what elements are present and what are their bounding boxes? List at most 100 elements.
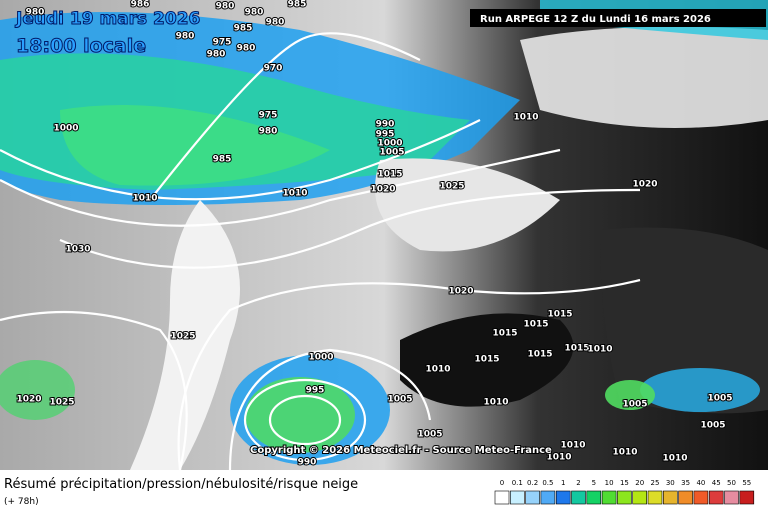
isobar-label: 975 bbox=[259, 111, 278, 121]
legend-swatch bbox=[739, 490, 755, 505]
isobar-label: 1005 bbox=[700, 421, 725, 431]
isobar-label: 995 bbox=[376, 130, 395, 140]
legend-label: 1 bbox=[561, 479, 565, 487]
isobar-label: 1005 bbox=[622, 400, 647, 410]
legend-label: 5 bbox=[592, 479, 596, 487]
legend-swatch bbox=[494, 490, 510, 505]
time-label: 18:00 locale bbox=[16, 35, 146, 57]
isobar-label: 980 bbox=[245, 8, 264, 18]
legend-swatch bbox=[724, 490, 739, 505]
isobar-label: 1010 bbox=[282, 189, 307, 199]
isobar-label: 1030 bbox=[65, 245, 90, 255]
legend-label: 20 bbox=[635, 479, 644, 487]
isobar-label: 985 bbox=[288, 0, 307, 10]
isobars bbox=[0, 32, 641, 471]
legend-label: 50 bbox=[727, 479, 736, 487]
isobar-label: 1015 bbox=[547, 310, 572, 320]
isobar-label: 1015 bbox=[564, 344, 589, 354]
isobar-label: 1015 bbox=[474, 355, 499, 365]
isobar-label: 990 bbox=[376, 120, 395, 130]
legend-swatch bbox=[525, 490, 540, 505]
run-label: Run ARPEGE 12 Z du Lundi 16 mars 2026 bbox=[480, 14, 711, 25]
legend-swatch bbox=[617, 490, 632, 505]
isobar-label: 980 bbox=[216, 2, 235, 12]
isobar-label: 1005 bbox=[707, 394, 732, 404]
legend-label: 40 bbox=[696, 479, 705, 487]
isobar-label: 1000 bbox=[377, 139, 402, 149]
legend-label: 45 bbox=[712, 479, 721, 487]
legend-label: 0.5 bbox=[542, 479, 553, 487]
isobar-label: 1015 bbox=[377, 170, 402, 180]
isobar-label: 1010 bbox=[132, 194, 157, 204]
isobar-label: 1010 bbox=[483, 398, 508, 408]
isobar-label: 980 bbox=[207, 50, 226, 60]
copyright: Copyright © 2026 Meteociel.fr - Source M… bbox=[250, 445, 552, 456]
isobar-label: 1010 bbox=[587, 345, 612, 355]
legend-label: 55 bbox=[742, 479, 751, 487]
isobar-label: 1010 bbox=[425, 365, 450, 375]
legend-label: 35 bbox=[681, 479, 690, 487]
isobar-label: 1020 bbox=[632, 180, 657, 190]
isobar-label: 1010 bbox=[546, 453, 571, 463]
legend-label: 10 bbox=[605, 479, 614, 487]
isobar-label: 986 bbox=[131, 0, 150, 10]
isobar-label: 1015 bbox=[492, 329, 517, 339]
legend-swatch bbox=[555, 490, 571, 505]
isobar-label: 980 bbox=[237, 44, 256, 54]
legend-label: 0 bbox=[500, 479, 504, 487]
isobar-label: 1025 bbox=[49, 398, 74, 408]
legend-swatch bbox=[601, 490, 617, 505]
legend-swatch bbox=[586, 490, 602, 505]
isobar-label: 1010 bbox=[612, 448, 637, 458]
isobar-label: 980 bbox=[266, 18, 285, 28]
isobar-label: 1015 bbox=[523, 320, 548, 330]
isobar-label: 1010 bbox=[662, 454, 687, 464]
isobar-label: 1005 bbox=[417, 430, 442, 440]
legend-swatch bbox=[662, 490, 678, 505]
isobar-label: 975 bbox=[213, 38, 232, 48]
isobar-label: 1015 bbox=[527, 350, 552, 360]
isobar-label: 985 bbox=[234, 24, 253, 34]
legend-swatch bbox=[632, 490, 648, 505]
isobar-label: 1020 bbox=[448, 287, 473, 297]
legend-swatch bbox=[647, 490, 663, 505]
legend-swatch bbox=[678, 490, 693, 505]
isobar-label: 1025 bbox=[170, 332, 195, 342]
run-box bbox=[470, 9, 766, 27]
legend-swatch bbox=[693, 490, 709, 505]
isobar-label: 1020 bbox=[16, 395, 41, 405]
legend-swatch bbox=[509, 490, 525, 505]
legend-swatch bbox=[540, 490, 556, 505]
isobar-label: 1005 bbox=[387, 395, 412, 405]
isobar-label: 970 bbox=[264, 64, 283, 74]
isobar-label: 985 bbox=[213, 155, 232, 165]
legend-label: 0.1 bbox=[512, 479, 523, 487]
isobar-label: 980 bbox=[176, 32, 195, 42]
isobar-label: 1000 bbox=[308, 353, 333, 363]
legend: 0 0.1 0.2 0.5 1 2 5 10 15 20 25 30 35 40 45 50 55 bbox=[494, 479, 755, 505]
isobar-label: 990 bbox=[298, 458, 317, 468]
footer-lead: (+ 78h) bbox=[4, 497, 39, 507]
isobar-label: 1010 bbox=[560, 441, 585, 451]
isobar-label: 1020 bbox=[370, 185, 395, 195]
legend-label: 0.2 bbox=[527, 479, 538, 487]
legend-label: 30 bbox=[666, 479, 675, 487]
legend-label: 15 bbox=[620, 479, 629, 487]
isobar-label: 980 bbox=[259, 127, 278, 137]
date-label: Jeudi 19 mars 2026 bbox=[15, 9, 200, 29]
footer-title: Résumé précipitation/pression/nébulosité… bbox=[4, 477, 358, 492]
isobar-label: 995 bbox=[306, 386, 325, 396]
legend-label: 2 bbox=[576, 479, 580, 487]
legend-swatch bbox=[708, 490, 724, 505]
isobar-label: 980 bbox=[26, 8, 45, 18]
isobar-label: 1000 bbox=[53, 124, 78, 134]
legend-label: 25 bbox=[651, 479, 660, 487]
legend-swatch bbox=[571, 490, 586, 505]
cloud-and-precip bbox=[0, 0, 768, 470]
isobar-label: 1010 bbox=[513, 113, 538, 123]
isobar-label: 1005 bbox=[379, 148, 404, 158]
isobar-label: 1025 bbox=[439, 182, 464, 192]
